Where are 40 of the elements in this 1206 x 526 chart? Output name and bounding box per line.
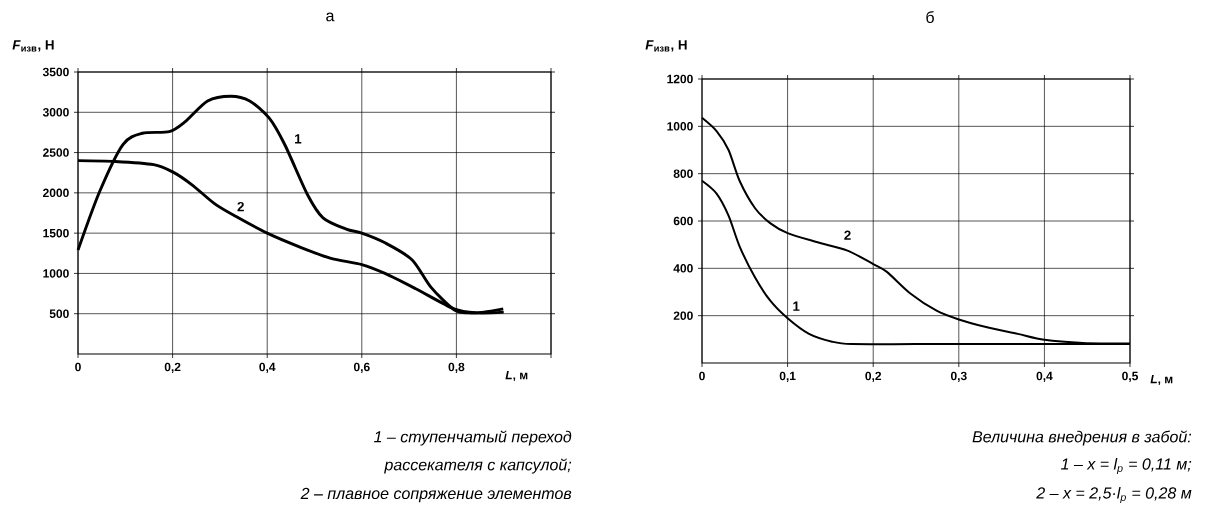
y-tick-label: 500 (49, 309, 69, 318)
text: 2 – x = 2,5·l$_{p}$ = 0,28 м (1036, 486, 1192, 504)
y-tick-label: 1000 (43, 269, 69, 278)
x-tick-label: 0,4 (1036, 371, 1053, 382)
text: 2 – плавное сопряжение элементов (300, 487, 572, 503)
y-tick-label: 2500 (43, 148, 69, 157)
x-tick-label: 0,8 (448, 362, 465, 373)
y-tick-label: 2000 (43, 188, 69, 198)
y-tick-label: 3000 (42, 108, 69, 117)
y-tick-label: 400 (673, 264, 693, 273)
x-axis-title: L, м (505, 370, 528, 382)
series-label: 2 (237, 201, 244, 212)
chart-title: б (926, 11, 934, 23)
y-tick-label: 800 (673, 169, 693, 178)
x-tick-label: 0,1 (779, 371, 796, 382)
x-tick-label: 0,3 (950, 371, 967, 382)
text: рассекателя с капсулой; (384, 458, 572, 474)
x-tick-label: 0 (75, 362, 81, 372)
series-label: 1 (793, 301, 800, 311)
series-label: 2 (844, 230, 851, 240)
x-axis-title: L, м (1150, 374, 1173, 386)
x-tick-label: 0,2 (865, 371, 882, 382)
x-tick-label: 0,6 (353, 362, 370, 373)
series-label: 1 (295, 134, 302, 144)
y-tick-label: 1500 (43, 228, 69, 238)
x-tick-label: 0,5 (1122, 371, 1139, 382)
y-tick-label: 1200 (667, 74, 693, 84)
y-tick-label: 200 (673, 311, 693, 320)
text: 1 – ступенчатый переход (374, 430, 572, 446)
y-axis-title: F$_{изв}$, Н (645, 40, 687, 52)
y-tick-label: 3500 (42, 67, 69, 77)
text: 1 – x = l$_{p}$ = 0,11 м; (1061, 457, 1192, 475)
text: Величина внедрения в забой: (972, 430, 1192, 446)
y-axis-title: F$_{изв}$, Н (12, 40, 54, 52)
x-tick-label: 0 (699, 371, 705, 381)
y-tick-label: 1000 (667, 122, 693, 131)
x-tick-label: 0,4 (259, 362, 276, 373)
y-tick-label: 600 (673, 216, 693, 226)
chart-title: а (326, 12, 335, 22)
x-tick-label: 0,2 (164, 362, 181, 373)
